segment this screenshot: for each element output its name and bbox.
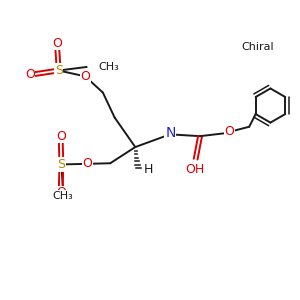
Text: CH₃: CH₃ [52, 190, 73, 201]
Text: O: O [56, 130, 66, 143]
Text: Chiral: Chiral [241, 42, 274, 52]
Text: O: O [224, 125, 234, 138]
Text: O: O [25, 68, 35, 80]
Text: S: S [55, 64, 63, 77]
Text: H: H [144, 163, 154, 176]
Text: O: O [82, 157, 92, 170]
Text: OH: OH [185, 163, 205, 176]
Text: O: O [52, 37, 62, 50]
Text: O: O [56, 186, 66, 199]
Text: CH₃: CH₃ [98, 62, 118, 72]
Text: S: S [57, 158, 65, 171]
Text: O: O [80, 70, 90, 83]
Text: N: N [165, 126, 175, 140]
